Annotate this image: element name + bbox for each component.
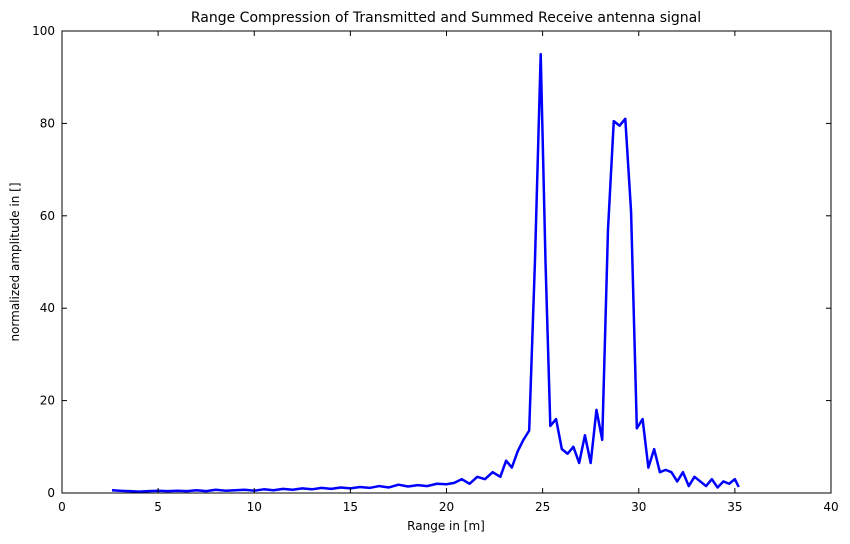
x-axis-ticks: 0 5 10 15 20 25 30 35 40: [58, 31, 839, 514]
y-tick-label: 80: [40, 116, 55, 130]
x-tick-label: 30: [631, 500, 646, 514]
x-tick-label: 20: [439, 500, 454, 514]
plot-area: [62, 31, 831, 493]
x-tick-label: 35: [727, 500, 742, 514]
y-tick-label: 0: [47, 486, 55, 500]
x-tick-label: 25: [535, 500, 550, 514]
series-line-0: [111, 52, 740, 493]
y-tick-label: 60: [40, 209, 55, 223]
y-tick-label: 40: [40, 301, 55, 315]
chart-title: Range Compression of Transmitted and Sum…: [191, 10, 701, 26]
x-tick-label: 15: [343, 500, 358, 514]
x-tick-label: 5: [154, 500, 162, 514]
series-layer: [111, 52, 740, 493]
x-tick-label: 10: [247, 500, 262, 514]
y-axis-label: normalized amplitude in []: [8, 182, 22, 341]
x-tick-label: 0: [58, 500, 66, 514]
y-axis-ticks: 0 20 40 60 80 100: [32, 24, 831, 500]
plot-background: [62, 31, 831, 493]
y-tick-label: 100: [32, 24, 55, 38]
x-tick-label: 40: [823, 500, 838, 514]
y-tick-label: 20: [40, 394, 55, 408]
x-axis-label: Range in [m]: [407, 519, 485, 533]
